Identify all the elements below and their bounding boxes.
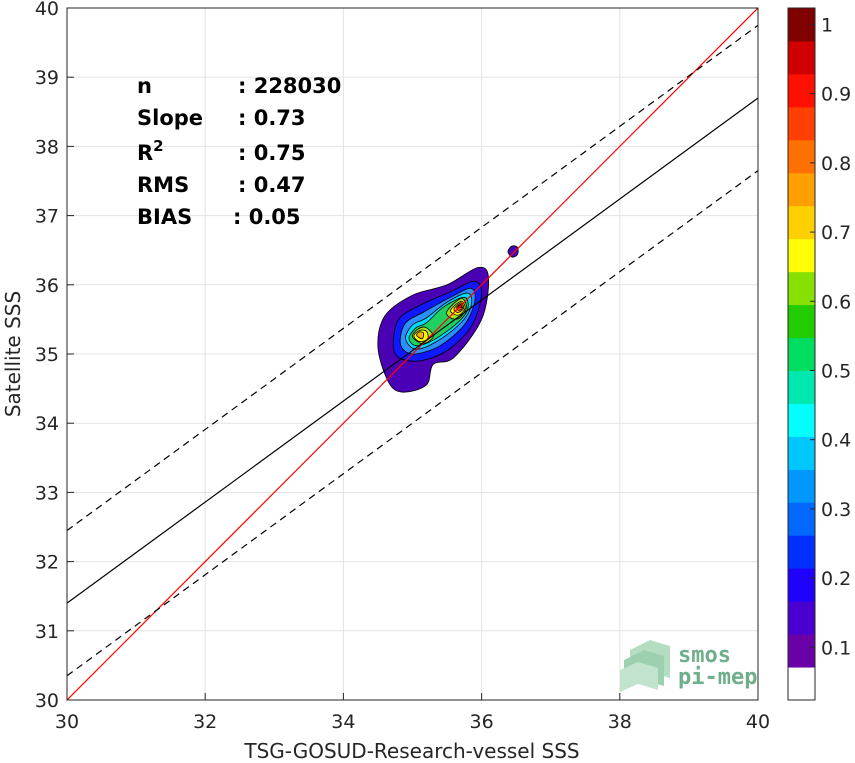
colorbar-segment bbox=[788, 370, 815, 404]
x-axis-label: TSG-GOSUD-Research-vessel SSS bbox=[243, 739, 579, 763]
colorbar-tick-label: 0.3 bbox=[821, 499, 851, 521]
colorbar-segment bbox=[788, 40, 815, 75]
y-tick-label: 33 bbox=[35, 482, 59, 504]
x-axis-ticks: 30 32 34 36 38 40 bbox=[55, 693, 770, 733]
colorbar-segment bbox=[788, 667, 815, 701]
stat-name: n bbox=[137, 74, 152, 98]
colorbar-tick-label: 0.2 bbox=[821, 568, 851, 590]
y-tick-label: 38 bbox=[35, 136, 59, 158]
colorbar-frame bbox=[787, 7, 816, 701]
y-tick-label: 31 bbox=[35, 621, 59, 643]
colorbar-segment bbox=[788, 634, 815, 668]
logo-waves-icon bbox=[620, 640, 670, 692]
colorbar-segment bbox=[788, 535, 815, 569]
x-tick-label: 38 bbox=[608, 711, 632, 733]
smos-pi-mep-logo: smos pi-mep bbox=[620, 640, 757, 692]
density-contour bbox=[416, 331, 425, 340]
stat-value: : 228030 bbox=[238, 74, 341, 98]
x-tick-label: 34 bbox=[331, 711, 355, 733]
colorbar-segment bbox=[788, 73, 815, 108]
y-tick-label: 32 bbox=[35, 552, 59, 574]
colorbar-segment bbox=[788, 568, 815, 602]
colorbar-tick-label: 0.1 bbox=[821, 637, 851, 659]
y-tick-label: 35 bbox=[35, 344, 59, 366]
colorbar-segment bbox=[788, 172, 815, 207]
one-to-one-line bbox=[67, 8, 758, 700]
x-tick-label: 36 bbox=[470, 711, 494, 733]
y-axis-ticks: 30 31 32 33 34 35 36 37 38 39 40 bbox=[35, 0, 74, 712]
colorbar-tick-label: 0.6 bbox=[821, 291, 851, 313]
colorbar-tick-label: 0.5 bbox=[821, 360, 851, 382]
density-contour bbox=[507, 245, 519, 258]
colorbar-segment bbox=[788, 139, 815, 174]
y-tick-label: 39 bbox=[35, 67, 59, 89]
colorbar-ticks: 0.1 0.2 0.3 0.4 0.5 0.6 0.7 0.8 0.9 1 bbox=[810, 14, 851, 659]
colorbar-tick-label: 0.9 bbox=[821, 84, 851, 106]
x-tick-label: 30 bbox=[55, 711, 79, 733]
fit-lines bbox=[67, 8, 758, 700]
y-tick-label: 36 bbox=[35, 275, 59, 297]
colorbar-segment bbox=[788, 205, 815, 240]
stat-value: : 0.75 bbox=[238, 141, 306, 165]
regression-plus-rms-line bbox=[67, 24, 758, 531]
y-tick-label: 30 bbox=[35, 690, 59, 712]
y-axis-label: Satellite SSS bbox=[1, 291, 25, 417]
colorbar bbox=[787, 7, 816, 701]
stat-value: : 0.05 bbox=[233, 205, 301, 229]
regression-minus-rms-line bbox=[67, 170, 758, 677]
colorbar-tick-label: 1 bbox=[821, 14, 833, 36]
y-tick-label: 40 bbox=[35, 0, 59, 20]
y-tick-label: 37 bbox=[35, 206, 59, 228]
stat-name: BIAS bbox=[137, 205, 192, 229]
density-contours bbox=[377, 245, 519, 393]
y-tick-label: 34 bbox=[35, 413, 59, 435]
colorbar-segment bbox=[788, 271, 815, 306]
x-tick-label: 40 bbox=[746, 711, 770, 733]
colorbar-segment bbox=[788, 403, 815, 437]
stat-value: : 0.73 bbox=[238, 106, 306, 130]
colorbar-tick-label: 0.7 bbox=[821, 222, 851, 244]
colorbar-segment bbox=[788, 601, 815, 635]
stat-value: : 0.47 bbox=[238, 173, 306, 197]
colorbar-segment bbox=[788, 337, 815, 371]
colorbar-segment bbox=[788, 106, 815, 141]
stat-name: Slope bbox=[137, 106, 203, 130]
colorbar-segment bbox=[788, 304, 815, 339]
colorbar-segment bbox=[788, 238, 815, 273]
logo-line2: pi-mep bbox=[678, 665, 757, 690]
stat-name: RMS bbox=[137, 173, 189, 197]
colorbar-segment bbox=[788, 436, 815, 470]
colorbar-tick-label: 0.4 bbox=[821, 430, 851, 452]
logo-line1: smos bbox=[678, 643, 731, 668]
regression-line bbox=[67, 97, 758, 604]
colorbar-tick-label: 0.8 bbox=[821, 153, 851, 175]
colorbar-segment bbox=[788, 469, 815, 503]
x-tick-label: 32 bbox=[193, 711, 217, 733]
grid-lines bbox=[66, 7, 759, 701]
colorbar-segment bbox=[788, 502, 815, 536]
